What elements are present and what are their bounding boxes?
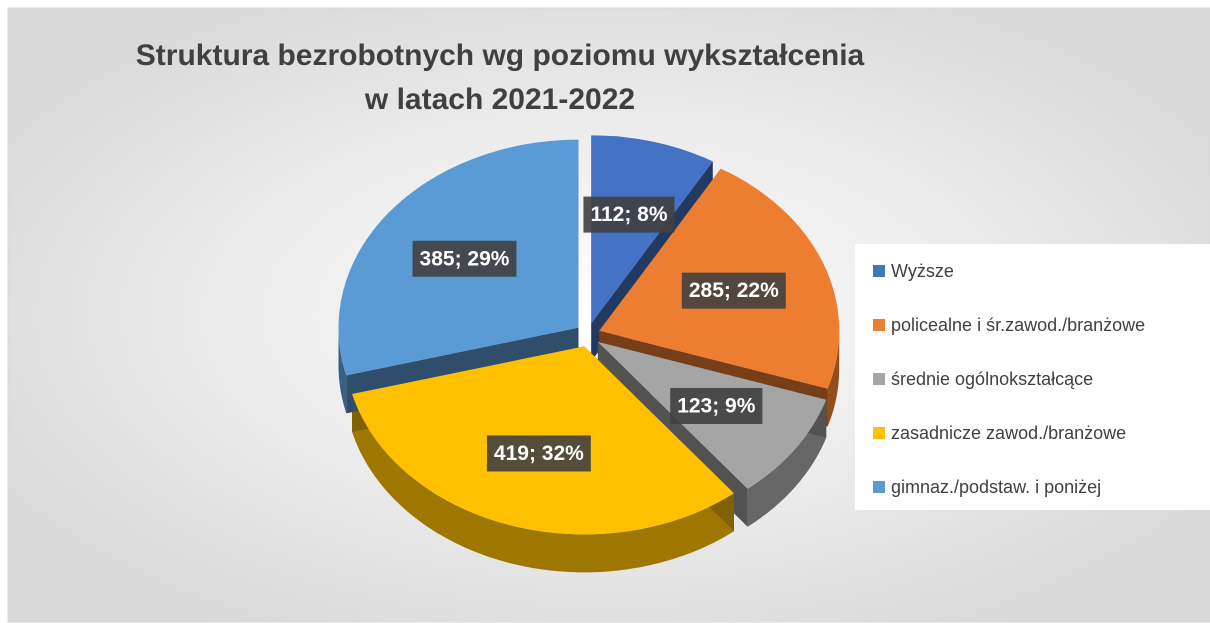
data-label-box [681, 272, 786, 309]
legend-swatch [873, 373, 885, 385]
legend-label: gimnaz./podstaw. i poniżej [891, 477, 1101, 497]
legend-label: średnie ogólnokształcące [891, 369, 1093, 389]
data-label: 419; 32% [494, 442, 584, 465]
data-label: 123; 9% [677, 395, 756, 418]
data-label-box [412, 240, 517, 277]
legend-label: policealne i śr.zawod./branżowe [891, 315, 1145, 335]
chart-title: Struktura bezrobotnych wg poziomu wykszt… [136, 39, 865, 72]
legend-swatch [873, 319, 885, 331]
data-label: 385; 29% [420, 247, 510, 270]
legend-swatch [873, 481, 885, 493]
pie-slice-side [827, 330, 840, 427]
chart-title: w latach 2021-2022 [364, 83, 635, 116]
legend-box [855, 244, 1210, 510]
pie-slice-side [352, 394, 734, 573]
data-label: 285; 22% [689, 279, 779, 302]
legend-swatch [873, 265, 885, 277]
legend-label: Wyższe [891, 261, 954, 281]
pie-slice-side [338, 327, 347, 414]
data-label-box [486, 435, 591, 472]
data-label-box [670, 387, 763, 424]
legend-swatch [873, 427, 885, 439]
data-label-box [583, 196, 675, 233]
legend-label: zasadnicze zawod./branżowe [891, 423, 1126, 443]
pie-slice-side [747, 399, 827, 527]
data-label: 112; 8% [590, 203, 667, 226]
